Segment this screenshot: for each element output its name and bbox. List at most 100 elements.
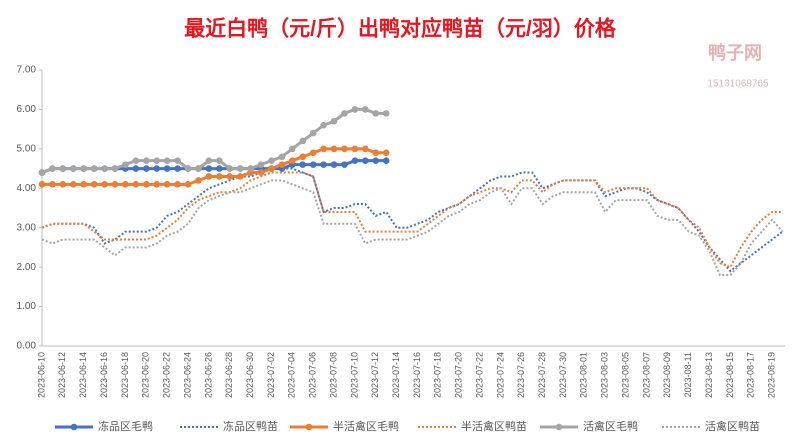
y-tick-label: 2.00 <box>17 262 37 273</box>
point <box>351 106 359 113</box>
point <box>247 165 254 172</box>
point <box>278 161 286 168</box>
x-tick-label: 2023-08-01 <box>579 352 589 398</box>
point <box>382 149 390 157</box>
x-tick-label: 2023-06-14 <box>78 352 88 398</box>
x-tick-label: 2023-07-12 <box>370 352 380 398</box>
point <box>195 165 202 172</box>
x-tick-label: 2023-06-18 <box>120 352 130 398</box>
point <box>184 165 192 172</box>
y-tick-label: 5.00 <box>17 143 37 154</box>
point <box>216 165 223 172</box>
legend-label: 半活禽区毛鸭 <box>333 419 399 433</box>
point <box>257 169 265 176</box>
x-tick-label: 2023-07-24 <box>495 352 505 398</box>
point <box>111 181 119 188</box>
point <box>382 157 390 164</box>
point <box>216 157 223 164</box>
x-tick-label: 2023-07-14 <box>391 352 401 398</box>
legend-label: 冻品区鸭苗 <box>223 419 278 433</box>
point <box>205 173 213 180</box>
point <box>330 117 338 125</box>
x-tick-label: 2023-06-12 <box>57 352 67 398</box>
legend-label: 活禽区毛鸭 <box>583 419 638 433</box>
point <box>174 181 181 188</box>
point <box>143 165 150 172</box>
point <box>163 157 171 164</box>
x-tick-label: 2023-07-30 <box>558 352 568 398</box>
y-tick-label: 6.00 <box>17 104 37 115</box>
point <box>69 181 77 188</box>
chart-title: 最近白鸭（元/斤）出鸭对应鸭苗（元/羽）价格 <box>184 17 617 41</box>
point <box>351 157 359 164</box>
point <box>49 181 56 188</box>
point <box>184 181 192 188</box>
series-line <box>41 171 783 269</box>
point <box>278 153 286 161</box>
x-tick-label: 2023-06-28 <box>224 352 234 398</box>
point <box>163 181 171 188</box>
point <box>226 173 234 180</box>
point <box>320 145 327 153</box>
point <box>205 165 213 172</box>
y-tick-label: 0.00 <box>17 341 37 352</box>
x-tick-label: 2023-08-19 <box>766 352 776 398</box>
point <box>143 157 150 164</box>
point <box>59 165 67 172</box>
point <box>90 181 98 188</box>
point <box>268 157 275 164</box>
point <box>143 181 150 188</box>
x-tick-label: 2023-06-20 <box>141 352 151 398</box>
point <box>330 161 338 168</box>
x-tick-label: 2023-07-16 <box>412 352 422 398</box>
x-tick-label: 2023-08-11 <box>683 352 693 397</box>
legend-label: 半活禽区鸭苗 <box>461 419 527 433</box>
y-tick-label: 4.00 <box>17 183 37 194</box>
point <box>289 145 296 153</box>
point <box>80 181 88 188</box>
point <box>69 165 77 172</box>
point <box>153 157 161 164</box>
point <box>362 145 369 153</box>
point <box>132 157 140 164</box>
x-tick-label: 2023-07-18 <box>433 352 443 398</box>
point <box>330 145 338 153</box>
point <box>309 149 317 157</box>
point <box>236 173 244 180</box>
point <box>372 157 380 164</box>
point <box>268 165 275 172</box>
point <box>111 165 119 172</box>
y-tick-label: 7.00 <box>17 65 37 76</box>
point <box>49 165 56 172</box>
point <box>309 129 317 137</box>
x-tick-label: 2023-08-03 <box>600 352 610 398</box>
series-line <box>42 147 387 186</box>
point <box>101 181 108 188</box>
point <box>236 165 244 172</box>
x-tick-label: 2023-07-22 <box>474 352 484 398</box>
point <box>372 110 380 117</box>
point <box>153 181 161 188</box>
series-line <box>41 167 784 273</box>
x-tick-label: 2023-07-04 <box>287 352 297 398</box>
y-tick-label: 3.00 <box>17 222 37 233</box>
point <box>320 161 327 168</box>
watermark-brand: 鸭子网 <box>708 42 762 63</box>
point <box>153 165 161 172</box>
point <box>101 165 108 172</box>
x-tick-label: 2023-06-26 <box>203 352 213 398</box>
legend-marker <box>305 423 313 431</box>
point <box>299 153 307 161</box>
legend-marker <box>70 423 78 431</box>
point <box>351 145 359 153</box>
x-tick-label: 2023-08-13 <box>704 352 714 398</box>
point <box>90 165 98 172</box>
series-line <box>41 107 387 174</box>
point <box>362 106 369 113</box>
legend-label: 活禽区鸭苗 <box>705 419 760 433</box>
point <box>382 110 390 117</box>
x-tick-label: 2023-07-26 <box>516 352 526 398</box>
x-tick-label: 2023-07-20 <box>454 352 464 398</box>
series-line <box>41 179 784 277</box>
x-tick-label: 2023-06-22 <box>162 352 172 398</box>
